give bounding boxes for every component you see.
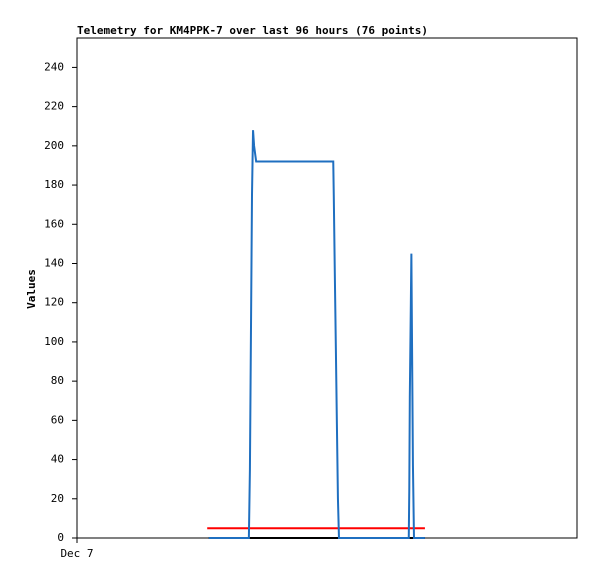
y-tick-label: 0: [57, 531, 64, 544]
y-tick-label: 240: [44, 60, 64, 73]
y-tick-label: 40: [51, 453, 64, 466]
y-tick-label: 140: [44, 256, 64, 269]
y-tick-label: 100: [44, 335, 64, 348]
y-tick-label: 120: [44, 296, 64, 309]
y-axis-label: Values: [25, 269, 38, 309]
y-tick-label: 200: [44, 139, 64, 152]
y-tick-label: 80: [51, 374, 64, 387]
y-tick-label: 160: [44, 217, 64, 230]
x-tick-label: Dec 7: [60, 547, 93, 560]
series-line: [208, 130, 425, 539]
y-tick-label: 180: [44, 178, 64, 191]
chart-title: Telemetry for KM4PPK-7 over last 96 hour…: [77, 24, 428, 37]
y-tick-label: 220: [44, 100, 64, 113]
y-tick-label: 60: [51, 413, 64, 426]
y-tick-label: 20: [51, 492, 64, 505]
